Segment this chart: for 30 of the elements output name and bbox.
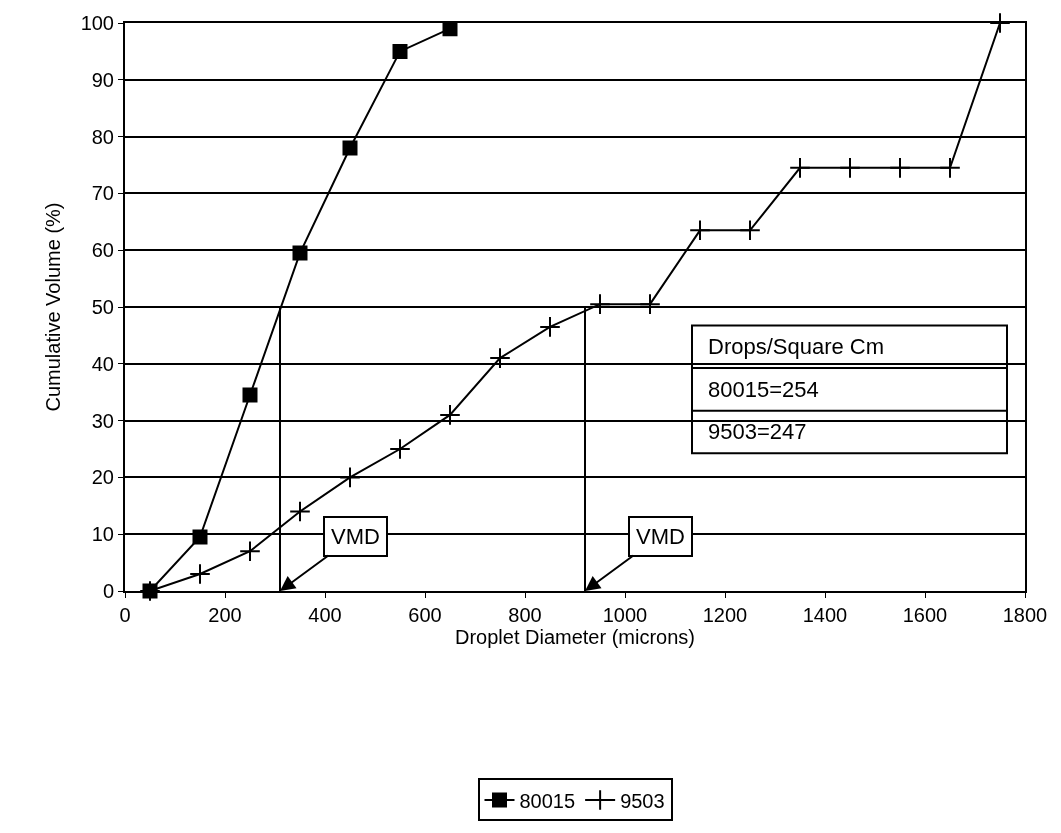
x-tick-label: 400 xyxy=(308,604,342,626)
y-tick-label: 40 xyxy=(91,352,114,375)
x-tick-label: 1000 xyxy=(602,604,648,626)
x-tick-label: 200 xyxy=(208,604,242,626)
y-tick-label: 30 xyxy=(91,409,114,432)
y-tick-label: 80 xyxy=(91,125,114,148)
annotation: 80015=254 xyxy=(708,377,819,402)
legend-label: 80015 xyxy=(519,789,576,812)
x-tick-label: 1600 xyxy=(902,604,948,626)
y-tick-label: 90 xyxy=(91,68,114,91)
x-axis-title: Droplet Diameter (microns) xyxy=(454,626,696,648)
y-axis-title: Cumulative Volume (%) xyxy=(41,202,64,412)
y-tick-label: 100 xyxy=(80,12,114,34)
x-tick-label: 800 xyxy=(508,604,542,626)
y-tick-label: 60 xyxy=(91,239,114,262)
x-tick-label: 1200 xyxy=(702,604,748,626)
annotation: Drops/Square Cm xyxy=(708,334,885,359)
x-tick-label: 0 xyxy=(119,604,131,626)
x-tick-label: 600 xyxy=(408,604,442,626)
legend-label: 9503 xyxy=(620,789,665,812)
annotation: VMD xyxy=(331,524,380,549)
y-tick-label: 70 xyxy=(91,182,114,205)
annotation: 9503=247 xyxy=(708,419,807,444)
annotation: VMD xyxy=(636,524,685,549)
x-tick-label: 1400 xyxy=(802,604,848,626)
y-tick-label: 50 xyxy=(91,296,114,318)
y-tick-label: 0 xyxy=(102,580,114,602)
y-tick-label: 20 xyxy=(91,466,114,489)
x-tick-label: 1800 xyxy=(1002,604,1048,626)
y-tick-label: 10 xyxy=(91,523,114,546)
